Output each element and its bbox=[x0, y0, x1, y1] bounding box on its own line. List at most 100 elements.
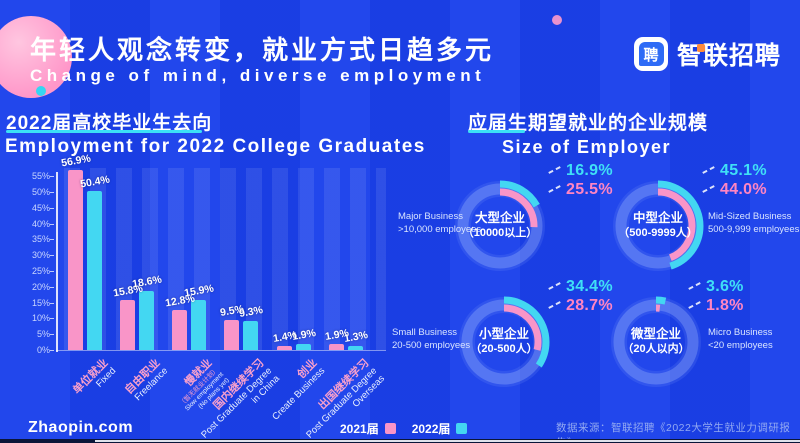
leader-dash bbox=[688, 300, 701, 309]
legend-swatch bbox=[456, 423, 468, 434]
y-tick-label: 50% bbox=[31, 187, 50, 197]
donut-section-title-en: Size of Employer bbox=[502, 137, 672, 157]
bar-section-title-en: Employment for 2022 College Graduates bbox=[5, 136, 426, 157]
donut-pct-2021: 28.7% bbox=[548, 297, 613, 315]
legend-item-2021届: 2021届 bbox=[340, 420, 396, 437]
legend-label: 2022届 bbox=[411, 422, 451, 436]
donut-en-line: <20 employees bbox=[708, 340, 773, 352]
donut-pct-2022: 34.4% bbox=[548, 278, 613, 296]
donut-chart-2 bbox=[458, 296, 550, 388]
donut-title-zh: 微型企业 bbox=[630, 327, 681, 341]
decorative-pink-circle bbox=[0, 16, 72, 98]
bar-2021届-2 bbox=[172, 310, 187, 350]
page-title: 年轻人观念转变，就业方式日趋多元 bbox=[30, 35, 495, 65]
donut-center-label: 微型企业 （20人以内） bbox=[604, 326, 708, 357]
y-tick-mark bbox=[50, 350, 54, 351]
donut-en-line: Mid-Sized Business bbox=[708, 211, 792, 222]
y-tick-mark bbox=[50, 223, 54, 225]
bar-2021届-3 bbox=[224, 320, 239, 350]
leader-dash bbox=[702, 166, 715, 174]
bar-2021届-1 bbox=[120, 300, 135, 350]
zhaopin-logo-icon: 聘 bbox=[634, 37, 668, 71]
donut-chart-1 bbox=[612, 180, 704, 272]
y-tick-mark bbox=[50, 302, 54, 304]
donut-title-zh: 大型企业 bbox=[474, 211, 525, 225]
leader-dash bbox=[548, 300, 561, 309]
donut-en-label: Micro Business <20 employees bbox=[708, 326, 800, 353]
y-tick-label: 30% bbox=[31, 250, 50, 261]
donut-pct-2021: 25.5% bbox=[548, 181, 613, 199]
donut-center-label: 小型企业 （20-500人） bbox=[452, 326, 556, 357]
donut-en-line: Micro Business bbox=[708, 327, 773, 338]
donut-en-line: 500-9,999 employees bbox=[708, 224, 800, 236]
donut-pct-2021: 1.8% bbox=[688, 297, 744, 315]
y-tick-label: 40% bbox=[31, 218, 50, 229]
donut-en-line: 20-500 employees bbox=[392, 340, 471, 352]
y-tick-mark bbox=[50, 192, 54, 193]
donut-pct-2022: 3.6% bbox=[688, 278, 744, 296]
y-tick-label: 5% bbox=[36, 329, 50, 340]
bar-2021届-0 bbox=[68, 170, 83, 350]
bar-2021届-5 bbox=[329, 344, 344, 350]
donut-en-label: Small Business 20-500 employees bbox=[392, 326, 512, 353]
pin-glyph-icon: 聘 bbox=[638, 42, 664, 66]
donut-center-label: 中型企业 （500-9999人） bbox=[606, 210, 710, 241]
leader-dash bbox=[548, 184, 561, 193]
donut-title-zh-sub: （500-9999人） bbox=[618, 227, 698, 240]
donut-title-zh: 小型企业 bbox=[478, 327, 529, 341]
y-tick-label: 25% bbox=[31, 266, 50, 276]
decorative-cyan-dot bbox=[36, 86, 46, 96]
decorative-pink-dot bbox=[552, 15, 562, 25]
donut-en-line: >10,000 employees bbox=[398, 224, 482, 236]
donut-en-label: Mid-Sized Business 500-9,999 employees bbox=[708, 210, 800, 237]
page-subtitle: Change of mind, diverse employment bbox=[30, 66, 486, 85]
bar-2022届-0 bbox=[87, 191, 102, 350]
legend-label: 2021届 bbox=[340, 422, 379, 436]
donut-section-underline bbox=[468, 130, 525, 133]
leader-dash bbox=[548, 166, 561, 174]
y-tick-mark bbox=[50, 255, 54, 257]
bar-2021届-4 bbox=[277, 346, 292, 350]
donut-en-line: Small Business bbox=[392, 327, 457, 338]
donut-chart-0 bbox=[454, 180, 546, 272]
donut-section-title-zh: 应届生期望就业的企业规模 bbox=[468, 113, 709, 134]
y-tick-label: 10% bbox=[31, 313, 50, 324]
bar-2022届-4 bbox=[296, 344, 311, 350]
donut-pct-2022: 45.1% bbox=[702, 162, 767, 180]
brand-watermark: Zhaopin.com bbox=[28, 419, 134, 436]
donut-title-zh-sub: （20人以内） bbox=[622, 343, 690, 356]
y-tick-mark bbox=[50, 207, 54, 209]
y-tick-mark bbox=[50, 176, 54, 178]
y-tick-mark bbox=[50, 334, 54, 336]
y-tick-label: 55% bbox=[31, 171, 50, 182]
bottom-white-line bbox=[95, 440, 800, 442]
y-tick-mark bbox=[50, 239, 54, 241]
bar-section-underline bbox=[6, 130, 202, 133]
leader-dash bbox=[702, 184, 715, 193]
logo-orange-accent bbox=[697, 44, 705, 52]
zhaopin-logo-text: 智联招聘 bbox=[677, 42, 782, 70]
bar-2022届-2 bbox=[191, 300, 206, 350]
bar-section-title-zh: 2022届高校毕业生去向 bbox=[6, 113, 213, 134]
donut-en-label: Major Business >10,000 employees bbox=[398, 210, 518, 237]
x-axis-baseline bbox=[56, 350, 386, 351]
donut-title-zh: 中型企业 bbox=[632, 211, 683, 225]
y-tick-label: 20% bbox=[31, 281, 50, 292]
bar-2022届-1 bbox=[139, 291, 154, 350]
donut-en-line: Major Business bbox=[398, 211, 463, 222]
donut-center-label: 大型企业 （10000以上） bbox=[448, 210, 552, 241]
y-tick-label: 45% bbox=[31, 202, 50, 213]
legend-swatch bbox=[384, 423, 396, 434]
donut-pct-2022: 16.9% bbox=[548, 162, 613, 180]
bar-2022届-5 bbox=[348, 346, 363, 350]
y-tick-label: 0% bbox=[36, 345, 50, 355]
y-tick-mark bbox=[50, 271, 54, 272]
y-tick-mark bbox=[50, 318, 54, 320]
bar-2022届-3 bbox=[243, 321, 258, 350]
leader-dash bbox=[548, 282, 561, 290]
bar-chart-background-tracks bbox=[64, 168, 386, 350]
donut-pct-2021: 44.0% bbox=[702, 181, 767, 199]
donut-chart-3 bbox=[610, 296, 702, 388]
